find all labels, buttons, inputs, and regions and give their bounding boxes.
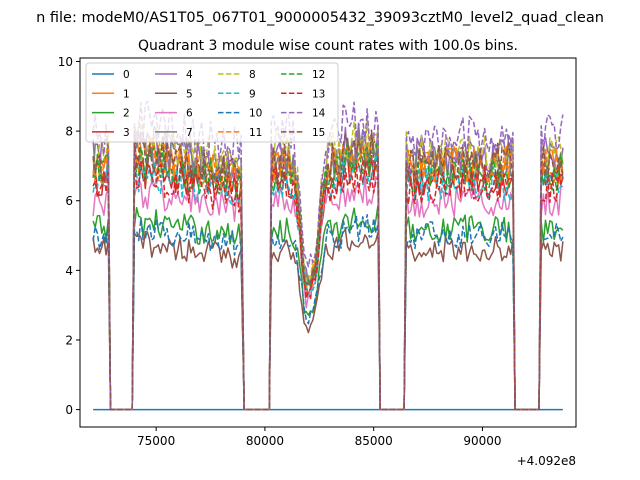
legend-label-4: 4: [186, 69, 193, 81]
x-tick-label: 85000: [355, 434, 393, 448]
legend-label-13: 13: [312, 88, 325, 100]
y-tick-label: 2: [65, 333, 73, 347]
x-tick-label: 90000: [463, 434, 501, 448]
x-tick-label: 80000: [246, 434, 284, 448]
series-line-10: [92, 213, 564, 411]
y-tick-label: 8: [65, 125, 73, 139]
series-line-5: [92, 228, 564, 411]
legend-label-5: 5: [186, 88, 193, 100]
legend-frame: [85, 62, 339, 143]
x-offset-label: +4.092e8: [517, 454, 576, 468]
x-axis: 75000 80000 85000 90000: [137, 427, 502, 448]
figure-suptitle: n file: modeM0/AS1T05_067T01_9000005432_…: [36, 10, 604, 26]
series-line-2: [92, 204, 564, 411]
legend-label-8: 8: [249, 69, 256, 81]
legend-label-9: 9: [249, 88, 256, 100]
legend-label-1: 1: [123, 88, 130, 100]
x-tick-label: 75000: [137, 434, 175, 448]
legend-label-2: 2: [123, 108, 130, 120]
legend-label-10: 10: [249, 108, 262, 120]
y-axis: 0 2 4 6 8 10: [58, 55, 80, 417]
legend-label-6: 6: [186, 108, 193, 120]
y-tick-label: 4: [65, 264, 73, 278]
legend-label-15: 15: [312, 127, 325, 139]
chart-title: Quadrant 3 module wise count rates with …: [138, 38, 518, 54]
legend-label-0: 0: [123, 69, 130, 81]
series-line-14: [92, 100, 564, 411]
series-line-13: [92, 159, 563, 411]
legend-label-11: 11: [249, 127, 262, 139]
y-tick-label: 10: [58, 55, 73, 69]
series-line-9: [92, 154, 564, 411]
plot-frame: [79, 57, 577, 428]
y-tick-label: 6: [65, 194, 73, 208]
legend-label-14: 14: [312, 108, 326, 120]
series-line-15: [92, 129, 564, 411]
legend-label-7: 7: [186, 127, 193, 139]
legend-label-3: 3: [123, 127, 130, 139]
y-tick-label: 0: [65, 403, 73, 417]
legend-label-12: 12: [312, 69, 325, 81]
